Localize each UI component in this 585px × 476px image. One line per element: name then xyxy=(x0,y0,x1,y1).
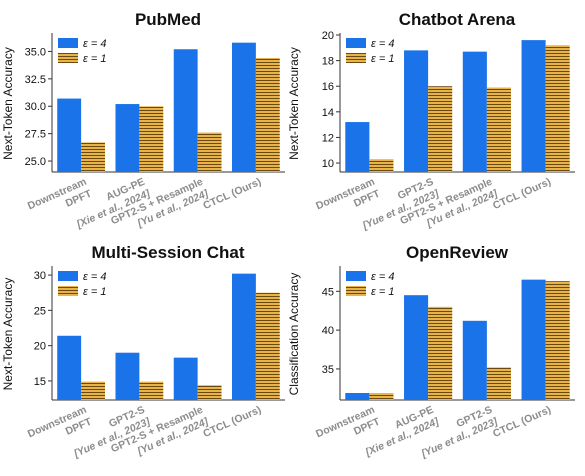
bar-eps4 xyxy=(404,50,429,172)
bar-eps4 xyxy=(231,273,256,400)
legend-label-eps1: ε = 1 xyxy=(371,286,395,298)
y-tick-label: 25.0 xyxy=(25,156,46,168)
y-tick-label: 30.0 xyxy=(25,101,46,113)
bar-eps1 xyxy=(545,45,570,172)
bar-eps1 xyxy=(139,106,164,172)
y-axis-label: Next-Token Accuracy xyxy=(1,278,15,391)
bar-eps4 xyxy=(57,98,82,172)
chart-panel-2: Chatbot Arena Next-Token Accuracy 10 12 14 16… xyxy=(287,10,575,232)
chart-title: Multi-Session Chat xyxy=(91,243,244,262)
bar-eps4 xyxy=(462,51,487,172)
y-axis-label: Next-Token Accuracy xyxy=(287,47,301,160)
bar-eps1 xyxy=(139,381,164,400)
chart-panel-1: PubMed Next-Token Accuracy 25.0 27.5 30.0 32.… xyxy=(1,10,285,231)
y-tick-label: 35.0 xyxy=(25,46,46,58)
y-tick-label: 20 xyxy=(322,30,334,42)
x-tick-label: CTCL (Ours) xyxy=(201,404,263,440)
legend-swatch-eps1 xyxy=(346,286,366,296)
legend-label-eps1: ε = 1 xyxy=(83,286,107,298)
legend-swatch-eps4 xyxy=(346,271,366,281)
x-tick-label: CTCL (Ours) xyxy=(491,404,553,440)
bar-eps4 xyxy=(345,393,370,400)
chart-panel-3: Multi-Session Chat Next-Token Accuracy 15 2… xyxy=(1,243,285,460)
legend-label-eps4: ε = 4 xyxy=(371,38,395,50)
legend-label-eps4: ε = 4 xyxy=(371,271,395,283)
y-axis-label: Next-Token Accuracy xyxy=(1,47,15,160)
legend-label-eps1: ε = 1 xyxy=(83,53,107,65)
legend-swatch-eps4 xyxy=(58,38,78,48)
legend-swatch-eps1 xyxy=(346,53,366,63)
bar-eps1 xyxy=(81,142,106,172)
bar-eps1 xyxy=(255,292,280,400)
y-axis-label: Classification Accuracy xyxy=(287,273,301,396)
bar-eps1 xyxy=(369,159,394,172)
legend-label-eps4: ε = 4 xyxy=(83,38,107,50)
bar-eps4 xyxy=(173,357,198,400)
y-tick-label: 16 xyxy=(322,81,334,93)
x-tick-label-line: CTCL (Ours) xyxy=(201,404,263,440)
chart-title: PubMed xyxy=(135,10,201,29)
chart-title: OpenReview xyxy=(406,243,509,262)
legend-swatch-eps1 xyxy=(58,286,78,296)
y-tick-label: 12 xyxy=(322,132,334,144)
x-tick-label-line: CTCL (Ours) xyxy=(201,176,263,212)
y-tick-label: 45 xyxy=(322,286,334,298)
y-tick-label: 10 xyxy=(322,158,334,170)
y-tick-label: 27.5 xyxy=(25,129,46,141)
bar-eps1 xyxy=(255,58,280,172)
bar-eps1 xyxy=(545,281,570,400)
y-tick-label: 32.5 xyxy=(25,74,46,86)
bar-eps1 xyxy=(81,381,106,400)
y-tick-label: 25 xyxy=(34,305,46,317)
legend-swatch-eps1 xyxy=(58,53,78,63)
bar-eps4 xyxy=(404,295,429,400)
bar-eps1 xyxy=(197,385,222,400)
y-tick-label: 30 xyxy=(34,270,46,282)
legend-swatch-eps4 xyxy=(58,271,78,281)
legend-label-eps4: ε = 4 xyxy=(83,271,107,283)
x-tick-label-line: CTCL (Ours) xyxy=(491,404,553,440)
bar-eps4 xyxy=(462,320,487,400)
bar-eps4 xyxy=(57,335,82,400)
bar-eps4 xyxy=(521,279,546,400)
bar-eps4 xyxy=(115,352,140,400)
bar-eps1 xyxy=(369,393,394,400)
y-tick-label: 35 xyxy=(322,364,334,376)
bar-eps4 xyxy=(521,40,546,173)
bar-eps4 xyxy=(345,122,370,172)
bar-eps1 xyxy=(197,132,222,172)
y-tick-label: 18 xyxy=(322,56,334,68)
x-tick-label-line: CTCL (Ours) xyxy=(491,176,553,212)
bar-eps4 xyxy=(173,49,198,172)
y-tick-label: 15 xyxy=(34,376,46,388)
y-tick-label: 20 xyxy=(34,341,46,353)
legend-label-eps1: ε = 1 xyxy=(371,53,395,65)
chart-title: Chatbot Arena xyxy=(399,10,516,29)
bar-eps1 xyxy=(428,306,453,400)
x-tick-label: CTCL (Ours) xyxy=(201,176,263,212)
bar-eps1 xyxy=(428,86,453,172)
legend-swatch-eps4 xyxy=(346,38,366,48)
y-tick-label: 14 xyxy=(322,107,334,119)
x-tick-label: CTCL (Ours) xyxy=(491,176,553,212)
bar-eps1 xyxy=(486,87,511,172)
bar-eps4 xyxy=(231,42,256,173)
bar-eps4 xyxy=(115,104,140,172)
y-tick-label: 40 xyxy=(322,325,334,337)
bar-eps1 xyxy=(486,367,511,400)
